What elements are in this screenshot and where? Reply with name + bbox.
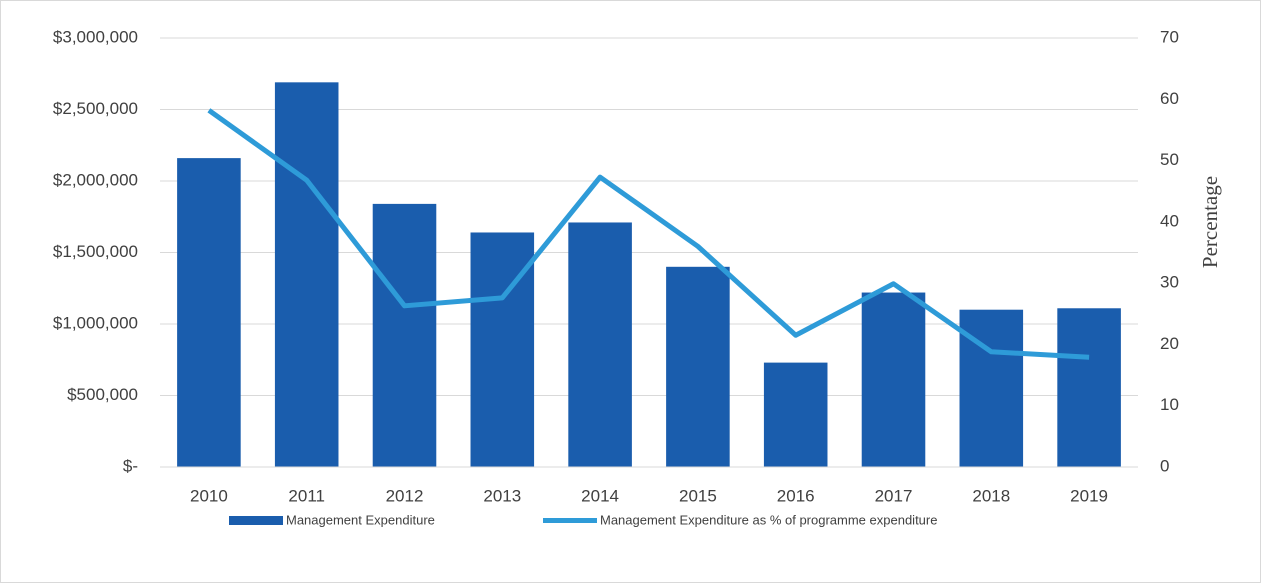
- y2-tick-label: 20: [1160, 334, 1179, 353]
- y-tick-label: $1,000,000: [53, 313, 138, 332]
- x-tick-label: 2017: [875, 486, 913, 505]
- y2-tick-label: 50: [1160, 150, 1179, 169]
- legend-swatch: [229, 516, 283, 525]
- x-tick-label: 2010: [190, 486, 228, 505]
- x-tick-label: 2012: [386, 486, 424, 505]
- y2-tick-label: 40: [1160, 211, 1179, 230]
- x-tick-label: 2015: [679, 486, 717, 505]
- bar: [861, 292, 926, 467]
- bar: [177, 158, 241, 467]
- bar: [1057, 308, 1121, 467]
- y-tick-label: $-: [123, 456, 138, 475]
- x-tick-label: 2019: [1070, 486, 1108, 505]
- y2-tick-label: 10: [1160, 395, 1179, 414]
- y-tick-label: $2,500,000: [53, 99, 138, 118]
- x-tick-label: 2014: [581, 486, 619, 505]
- bar: [568, 222, 632, 467]
- x-tick-label: 2011: [288, 486, 325, 505]
- y-tick-label: $3,000,000: [53, 27, 138, 46]
- x-tick-label: 2016: [777, 486, 815, 505]
- y2-tick-label: 70: [1160, 27, 1179, 46]
- y-tick-label: $1,500,000: [53, 242, 138, 261]
- y2-tick-label: 30: [1160, 273, 1179, 292]
- y2-axis-label: Percentage: [1198, 176, 1222, 268]
- y2-tick-label: 60: [1160, 89, 1179, 108]
- bar: [274, 82, 339, 467]
- bar: [763, 362, 828, 467]
- y2-tick-label: 0: [1160, 456, 1169, 475]
- bar: [372, 203, 437, 467]
- y-tick-label: $500,000: [67, 385, 138, 404]
- legend: Management Expenditure Management Expendi…: [229, 512, 937, 527]
- line: [207, 108, 1090, 360]
- x-tick-label: 2018: [972, 486, 1010, 505]
- y-tick-label: $2,000,000: [53, 170, 138, 189]
- legend-label: Management Expenditure as % of programme…: [600, 512, 937, 527]
- bar: [666, 266, 730, 467]
- x-tick-label: 2013: [483, 486, 521, 505]
- legend-label: Management Expenditure: [286, 512, 435, 527]
